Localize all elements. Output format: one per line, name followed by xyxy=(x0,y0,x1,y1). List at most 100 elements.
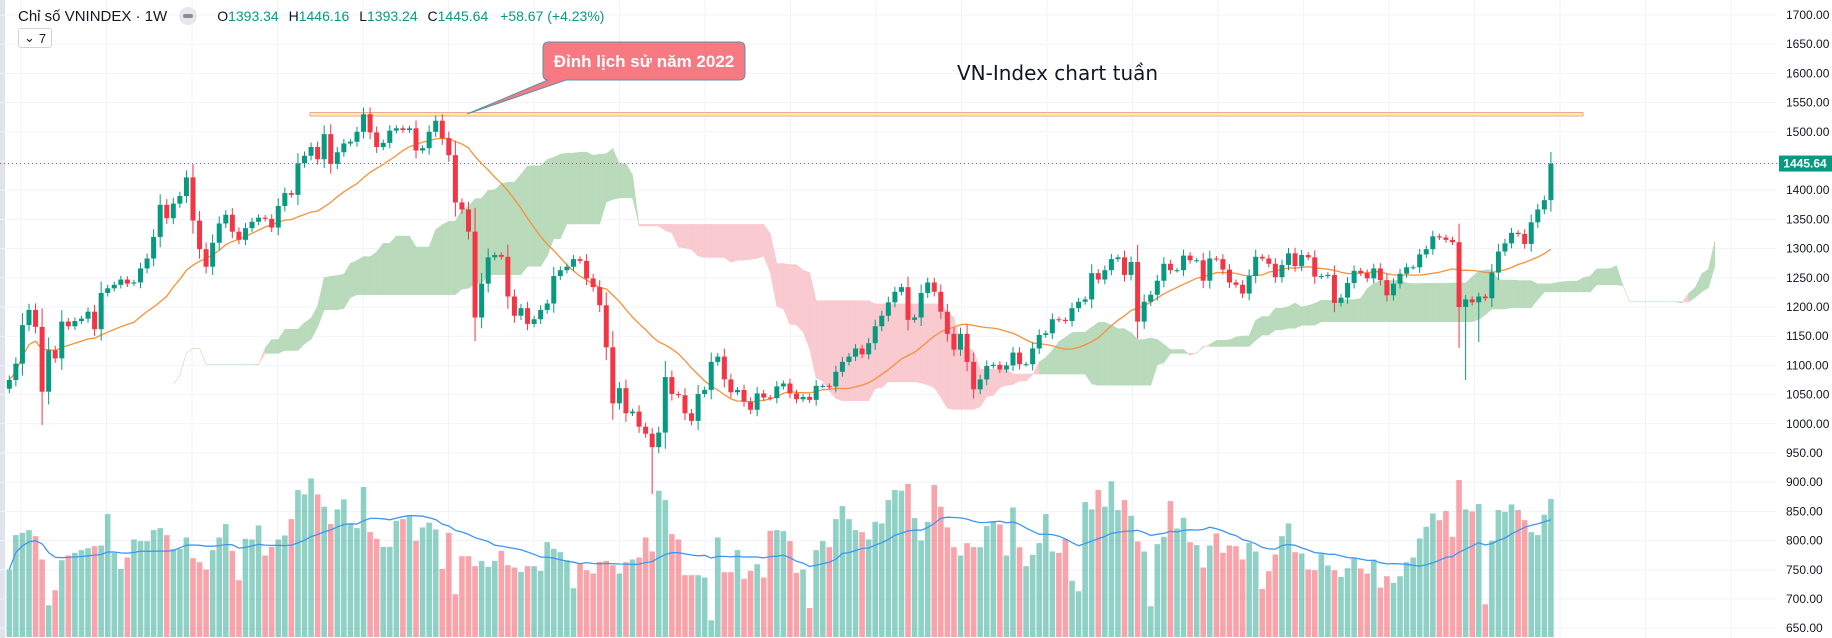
volume-bar xyxy=(229,550,236,637)
candle xyxy=(315,141,321,165)
volume-bar xyxy=(1416,538,1423,637)
volume-bar xyxy=(1147,606,1154,637)
volume-bar xyxy=(1502,511,1508,637)
candle xyxy=(1213,256,1219,262)
cloud-segment xyxy=(789,264,797,326)
volume-bar xyxy=(1193,545,1200,637)
volume-bar xyxy=(1285,523,1292,637)
volume-bar xyxy=(898,490,905,637)
candle xyxy=(229,208,235,239)
candle xyxy=(157,194,163,248)
candle-body xyxy=(1128,262,1134,275)
cloud-segment xyxy=(1681,292,1689,304)
cloud-segment xyxy=(579,151,587,225)
cloud-segment xyxy=(455,208,463,296)
hide-legend-icon[interactable] xyxy=(179,7,198,25)
cloud-segment xyxy=(1196,345,1204,355)
candle xyxy=(426,125,432,155)
cloud-segment xyxy=(199,348,207,365)
candle-body xyxy=(813,385,819,400)
cloud-segment xyxy=(1478,269,1486,321)
price-axis-tick-label: 1000.00 xyxy=(1786,417,1830,431)
candle-body xyxy=(1515,232,1521,234)
candle xyxy=(846,352,852,366)
candle-body xyxy=(1502,243,1508,252)
candle xyxy=(1049,313,1055,340)
candle-body xyxy=(1213,258,1219,260)
candle-body xyxy=(295,163,301,195)
candle xyxy=(748,397,754,415)
candle xyxy=(564,263,570,274)
candle xyxy=(1476,292,1482,343)
cloud-segment xyxy=(546,156,555,257)
last-price-value: 1445.64 xyxy=(1783,157,1827,171)
candle-body xyxy=(1200,260,1206,281)
candle xyxy=(433,115,439,137)
volume-bar xyxy=(334,509,341,637)
candle xyxy=(1102,265,1108,285)
volume-bar xyxy=(222,524,229,637)
candle-body xyxy=(426,131,432,149)
volume-bar xyxy=(118,568,124,637)
candle-body xyxy=(1141,301,1147,322)
candle-body xyxy=(951,333,957,350)
price-axis-tick-label: 850.00 xyxy=(1786,504,1823,518)
chart-title-annotation[interactable]: VN-Index chart tuần xyxy=(957,61,1158,85)
price-axis[interactable]: 1700.00 1650.00 1600.00 1550.00 1500.00 1400.… xyxy=(1786,8,1830,635)
candle-body xyxy=(1062,319,1068,322)
candle-body xyxy=(734,389,740,393)
cloud-segment xyxy=(1471,270,1480,323)
candle-body xyxy=(669,377,675,395)
candle xyxy=(800,394,806,403)
volume-bar xyxy=(1082,502,1088,637)
candle-body xyxy=(741,389,747,402)
resistance-zone[interactable] xyxy=(309,112,1584,117)
candle-body xyxy=(1082,299,1088,302)
candle xyxy=(1430,230,1436,255)
annotation-callout[interactable]: Đỉnh lịch sử năm 2022 xyxy=(466,41,746,115)
candle xyxy=(958,327,963,356)
candle xyxy=(1174,267,1180,273)
candle-body xyxy=(498,255,504,257)
candle xyxy=(256,214,262,226)
candle-body xyxy=(1108,259,1114,271)
candle-body xyxy=(872,326,878,344)
candle xyxy=(1384,274,1390,302)
volume-ma-line xyxy=(8,514,1552,570)
candle xyxy=(249,217,255,233)
callout-text: Đỉnh lịch sử năm 2022 xyxy=(554,52,734,71)
cloud-segment xyxy=(428,229,437,295)
candle xyxy=(1535,203,1541,228)
candle xyxy=(1187,252,1193,264)
cloud-segment xyxy=(343,262,351,310)
volume-bar xyxy=(268,546,275,637)
volume-bar xyxy=(918,540,924,637)
chevron-down-icon: ⌄ xyxy=(24,30,35,45)
candle xyxy=(1056,316,1062,323)
candle xyxy=(308,142,314,161)
candle-body xyxy=(1423,249,1429,255)
candle xyxy=(603,292,609,361)
candle-body xyxy=(702,389,708,395)
candle xyxy=(52,345,58,363)
volume-bar xyxy=(951,547,957,637)
volume-bar xyxy=(163,535,170,637)
candle xyxy=(1017,347,1023,370)
cloud-segment xyxy=(1537,283,1545,301)
volume-bar xyxy=(774,530,780,637)
volume-bar xyxy=(373,538,380,637)
symbol-title[interactable]: Chỉ số VNINDEX · 1W xyxy=(18,7,168,25)
candle-body xyxy=(361,114,367,132)
volume-bar xyxy=(386,546,393,637)
indicators-toggle-button[interactable]: ⌄ 7 xyxy=(18,28,53,48)
volume-bar xyxy=(1331,570,1338,637)
candle-body xyxy=(420,148,426,151)
volume-bar xyxy=(419,527,426,637)
volume-bar xyxy=(308,478,314,637)
volume-bar xyxy=(1128,515,1134,637)
cloud-segment xyxy=(1589,268,1598,293)
volume-bar xyxy=(1548,499,1554,637)
volume-bar xyxy=(603,560,610,637)
cloud-segment xyxy=(297,321,305,352)
